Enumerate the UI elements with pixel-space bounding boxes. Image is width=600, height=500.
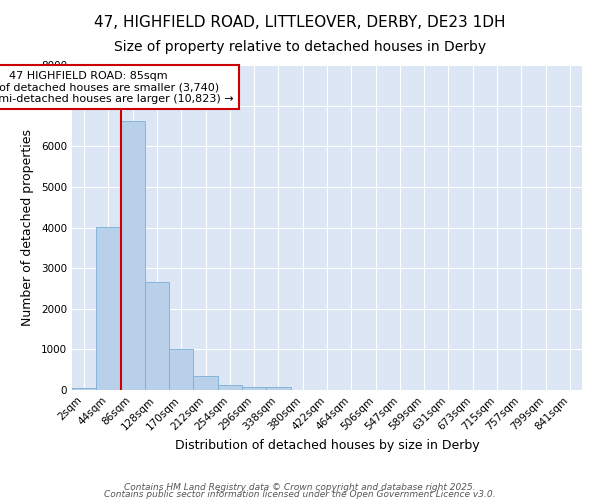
Text: 47, HIGHFIELD ROAD, LITTLEOVER, DERBY, DE23 1DH: 47, HIGHFIELD ROAD, LITTLEOVER, DERBY, D… [94, 15, 506, 30]
Text: 47 HIGHFIELD ROAD: 85sqm
← 25% of detached houses are smaller (3,740)
74% of sem: 47 HIGHFIELD ROAD: 85sqm ← 25% of detach… [0, 70, 234, 104]
Bar [242, 387, 266, 390]
Y-axis label: Number of detached properties: Number of detached properties [21, 129, 34, 326]
Bar [193, 376, 218, 390]
Bar [96, 226, 121, 390]
Bar [218, 384, 242, 390]
Bar [72, 388, 96, 390]
Text: Contains public sector information licensed under the Open Government Licence v3: Contains public sector information licen… [104, 490, 496, 499]
X-axis label: Distribution of detached houses by size in Derby: Distribution of detached houses by size … [175, 438, 479, 452]
Bar [145, 282, 169, 390]
Bar [121, 121, 145, 390]
Text: Contains HM Land Registry data © Crown copyright and database right 2025.: Contains HM Land Registry data © Crown c… [124, 484, 476, 492]
Bar [169, 349, 193, 390]
Bar [266, 387, 290, 390]
Text: Size of property relative to detached houses in Derby: Size of property relative to detached ho… [114, 40, 486, 54]
